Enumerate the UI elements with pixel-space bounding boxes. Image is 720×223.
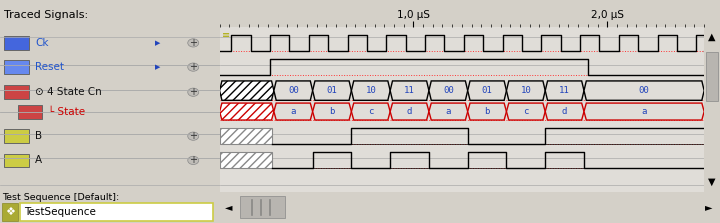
Text: 10: 10: [521, 86, 531, 95]
Circle shape: [188, 39, 199, 47]
Text: 11: 11: [404, 86, 415, 95]
Text: +: +: [189, 62, 197, 72]
Text: └ State: └ State: [48, 107, 86, 117]
Text: c: c: [368, 107, 374, 116]
Polygon shape: [584, 103, 704, 120]
Polygon shape: [312, 81, 351, 100]
Polygon shape: [584, 81, 704, 100]
Text: Reset: Reset: [35, 62, 64, 72]
Text: ◄: ◄: [225, 202, 232, 212]
Text: Traced Signals:: Traced Signals:: [4, 10, 88, 20]
Polygon shape: [468, 81, 506, 100]
Text: ≡: ≡: [222, 30, 230, 40]
Text: Test Sequence [Default]:: Test Sequence [Default]:: [2, 193, 120, 202]
Text: ▶: ▶: [156, 40, 161, 46]
FancyBboxPatch shape: [4, 129, 29, 143]
Polygon shape: [220, 81, 274, 100]
Polygon shape: [429, 81, 468, 100]
Polygon shape: [390, 81, 429, 100]
Polygon shape: [390, 103, 429, 120]
Circle shape: [188, 63, 199, 71]
FancyBboxPatch shape: [4, 85, 29, 99]
Bar: [220, 128, 272, 144]
Text: d: d: [562, 107, 567, 116]
Text: +: +: [189, 38, 197, 48]
Text: 11: 11: [559, 86, 570, 95]
Text: 01: 01: [327, 86, 338, 95]
Text: 00: 00: [288, 86, 299, 95]
Polygon shape: [545, 81, 584, 100]
Text: b: b: [485, 107, 490, 116]
Text: b: b: [329, 107, 335, 116]
Text: ❖: ❖: [5, 207, 15, 217]
Text: +: +: [189, 131, 197, 141]
Text: 00: 00: [443, 86, 454, 95]
Text: 00: 00: [639, 86, 649, 95]
Text: a: a: [446, 107, 451, 116]
Polygon shape: [351, 103, 390, 120]
FancyBboxPatch shape: [4, 154, 29, 167]
Polygon shape: [274, 81, 312, 100]
Text: 01: 01: [482, 86, 492, 95]
Bar: [220, 152, 272, 168]
Polygon shape: [274, 103, 312, 120]
Polygon shape: [506, 103, 545, 120]
Polygon shape: [351, 81, 390, 100]
Text: 10: 10: [366, 86, 376, 95]
Polygon shape: [312, 103, 351, 120]
Bar: [706, 52, 719, 101]
Bar: [2, 203, 17, 221]
Polygon shape: [220, 103, 274, 120]
Text: ▶: ▶: [156, 64, 161, 70]
Text: c: c: [523, 107, 528, 116]
FancyBboxPatch shape: [4, 36, 29, 50]
Text: ▼: ▼: [708, 177, 716, 187]
Circle shape: [188, 156, 199, 165]
Text: Ck: Ck: [35, 38, 49, 48]
Text: ▲: ▲: [708, 32, 716, 42]
Text: ►: ►: [705, 202, 713, 212]
Bar: [240, 196, 284, 218]
Polygon shape: [545, 103, 584, 120]
Circle shape: [188, 88, 199, 96]
Text: A: A: [35, 155, 42, 165]
Polygon shape: [506, 81, 545, 100]
Bar: [19, 203, 213, 221]
Text: d: d: [407, 107, 413, 116]
Circle shape: [188, 132, 199, 140]
Polygon shape: [468, 103, 506, 120]
Text: +: +: [189, 87, 197, 97]
Text: +: +: [189, 155, 197, 165]
Text: a: a: [642, 107, 647, 116]
Polygon shape: [429, 103, 468, 120]
Text: B: B: [35, 131, 42, 141]
Text: ⊙ 4 State Cn: ⊙ 4 State Cn: [35, 87, 102, 97]
Text: a: a: [291, 107, 296, 116]
FancyBboxPatch shape: [4, 60, 29, 74]
Text: TestSequence: TestSequence: [24, 207, 96, 217]
FancyBboxPatch shape: [17, 105, 42, 119]
